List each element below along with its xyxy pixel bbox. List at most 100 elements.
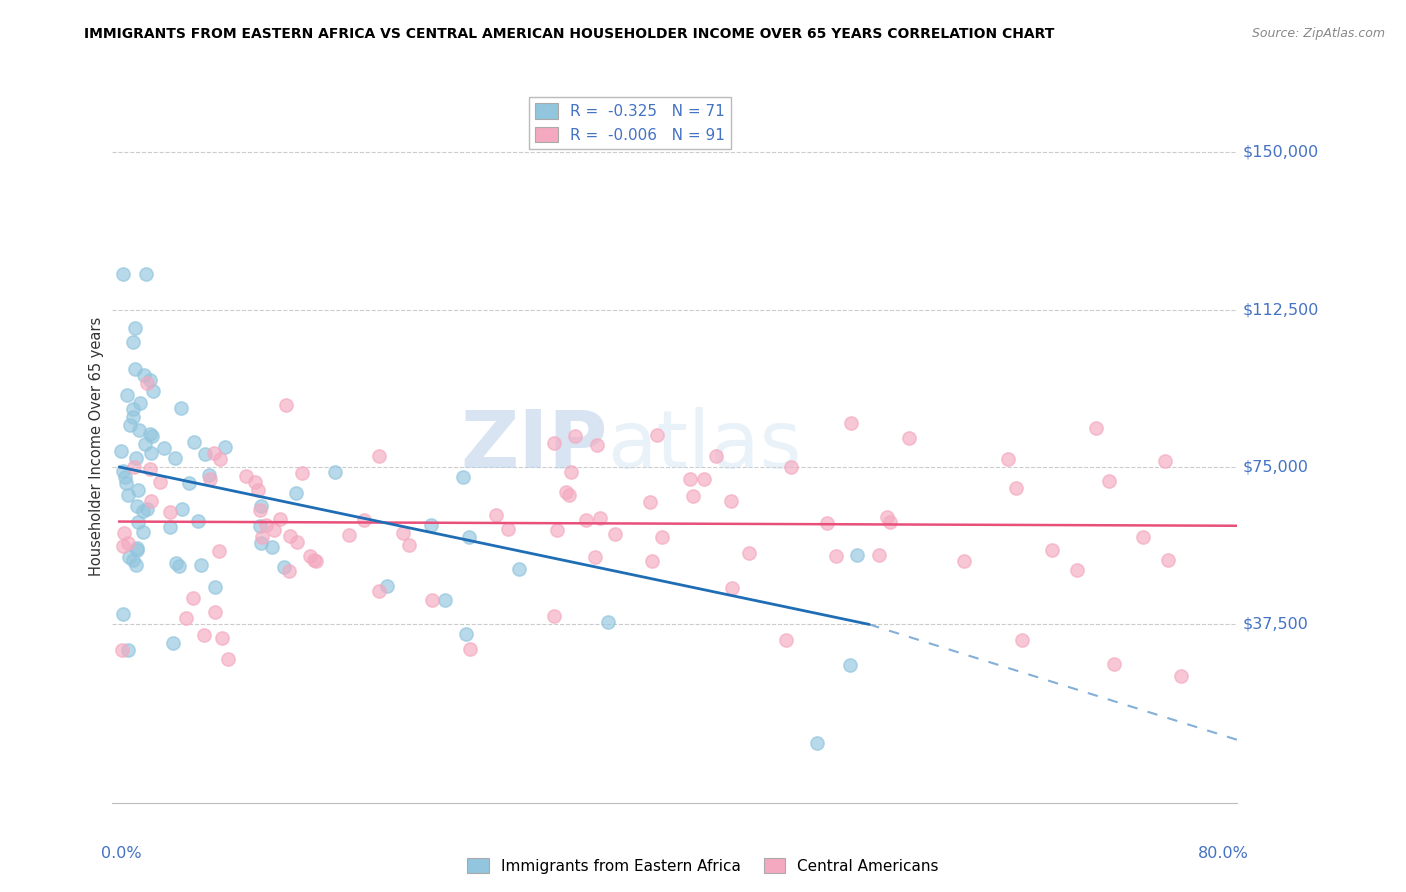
Text: $150,000: $150,000 (1243, 145, 1319, 160)
Point (183, 435, 205, 450)
Point (720, 493, 742, 508)
Point (198, 467, 221, 482)
Point (953, 554, 976, 568)
Point (1011, 633, 1033, 648)
Point (148, 475, 170, 489)
Point (111, 643, 134, 657)
Point (1154, 454, 1177, 468)
Point (250, 536, 273, 550)
Point (1040, 543, 1063, 558)
Point (204, 580, 226, 594)
Legend: R =  -0.325   N = 71, R =  -0.006   N = 91: R = -0.325 N = 71, R = -0.006 N = 91 (529, 97, 731, 149)
Point (323, 465, 346, 479)
Point (122, 460, 145, 475)
Point (249, 519, 271, 533)
Point (247, 483, 270, 497)
Point (125, 558, 148, 573)
Point (243, 475, 266, 489)
Point (118, 549, 141, 564)
Text: 0.0%: 0.0% (101, 846, 142, 861)
Point (250, 530, 273, 544)
Point (214, 440, 236, 454)
Point (176, 611, 198, 625)
Point (558, 488, 581, 502)
Point (121, 410, 143, 425)
Point (165, 556, 187, 570)
Point (139, 461, 162, 475)
Point (131, 503, 153, 517)
Text: 80.0%: 80.0% (1198, 846, 1249, 861)
Point (204, 605, 226, 619)
Point (638, 495, 661, 509)
Point (114, 469, 136, 483)
Point (560, 465, 582, 479)
Point (117, 488, 139, 502)
Point (775, 633, 797, 648)
Point (136, 502, 159, 516)
Point (564, 429, 586, 443)
Point (285, 534, 308, 549)
Point (134, 437, 156, 451)
Point (125, 542, 148, 557)
Point (575, 513, 598, 527)
Point (260, 540, 283, 554)
Text: $75,000: $75,000 (1243, 459, 1309, 475)
Point (139, 427, 162, 442)
Point (682, 489, 704, 503)
Point (122, 401, 145, 416)
Point (291, 467, 314, 481)
Point (737, 546, 759, 560)
Point (159, 520, 181, 534)
Point (198, 472, 221, 486)
Point (120, 417, 142, 432)
Point (235, 468, 257, 483)
Point (457, 530, 479, 544)
Point (554, 485, 576, 500)
Point (375, 579, 398, 593)
Point (112, 539, 135, 553)
Point (117, 387, 139, 401)
Point (209, 451, 232, 466)
Point (825, 549, 848, 564)
Point (997, 451, 1019, 466)
Point (605, 527, 627, 541)
Point (508, 562, 530, 576)
Point (117, 536, 139, 550)
Point (141, 429, 163, 443)
Point (125, 541, 148, 555)
Point (139, 494, 162, 508)
Point (263, 523, 285, 537)
Point (254, 517, 277, 532)
Point (897, 431, 920, 445)
Point (190, 558, 212, 572)
Point (249, 502, 271, 516)
Point (139, 373, 162, 387)
Point (876, 510, 898, 524)
Point (1084, 421, 1107, 435)
Point (111, 607, 134, 621)
Point (302, 553, 325, 567)
Point (1005, 481, 1028, 495)
Point (391, 525, 413, 540)
Point (127, 483, 149, 497)
Point (208, 544, 231, 558)
Point (112, 267, 135, 281)
Y-axis label: Householder Income Over 65 years: Householder Income Over 65 years (89, 317, 104, 575)
Point (546, 524, 568, 538)
Point (815, 516, 838, 530)
Point (125, 500, 148, 514)
Point (249, 499, 271, 513)
Point (278, 529, 301, 543)
Point (122, 553, 145, 567)
Point (337, 527, 360, 541)
Point (167, 559, 190, 574)
Point (868, 549, 890, 563)
Point (586, 437, 609, 451)
Point (779, 459, 801, 474)
Point (170, 501, 193, 516)
Point (651, 530, 673, 544)
Point (139, 445, 162, 459)
Point (142, 384, 165, 399)
Point (121, 335, 143, 350)
Point (841, 417, 863, 431)
